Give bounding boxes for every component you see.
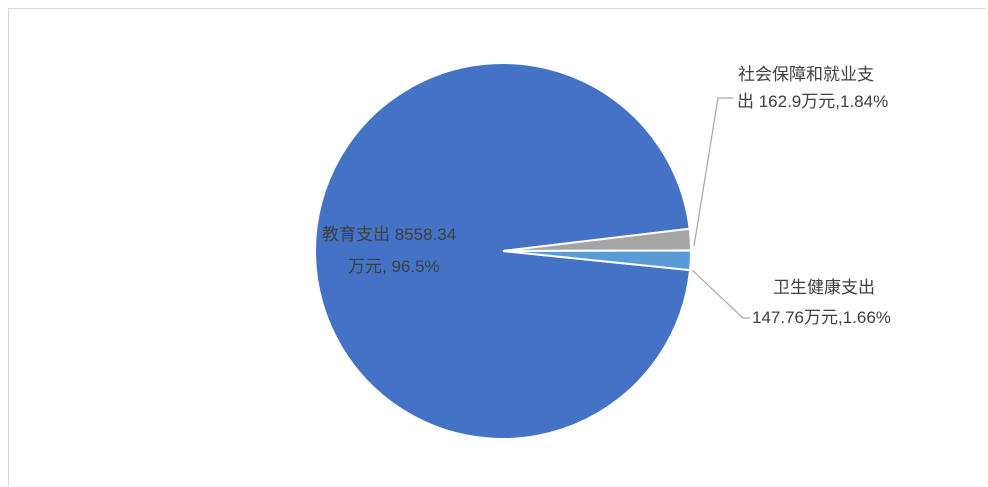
leader-lines [691,97,750,319]
leader-line-social-security [693,97,733,247]
data-label-health-line1: 卫生健康支出 [773,278,875,297]
pie-slice-health [502,249,693,272]
leader-line-health [691,269,750,319]
pie-slice-education [314,62,692,441]
data-label-education-line1: 教育支出 8558.34 [322,225,456,244]
chart-frame [8,8,986,486]
data-label-social-security-line1: 社会保障和就业支 [738,65,874,84]
data-label-social-security-line2: 出 162.9万元,1.84% [737,92,888,111]
pie-slices [314,62,693,441]
data-label-health-line2: 147.76万元,1.66% [752,308,891,327]
data-label-education-line2: 万元, 96.5% [348,257,440,276]
